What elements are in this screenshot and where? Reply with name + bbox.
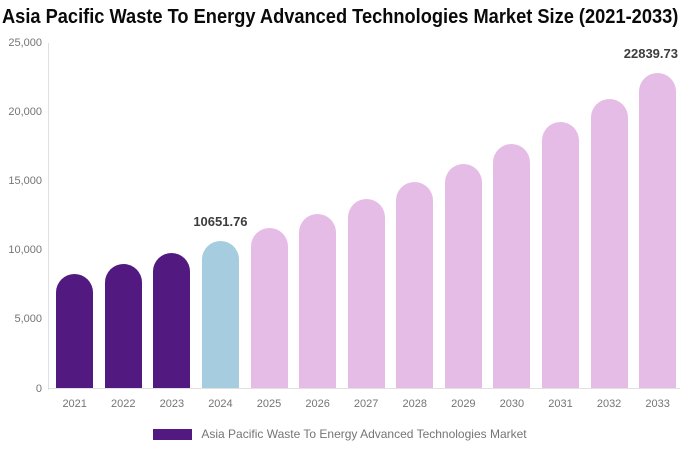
x-axis-label-2033: 2033 — [645, 398, 670, 410]
bar-2021[interactable] — [56, 274, 94, 389]
bar-2027[interactable] — [347, 198, 385, 389]
bar-value-label-2024: 10651.76 — [193, 214, 248, 230]
bar-2028[interactable] — [396, 181, 434, 389]
legend-label: Asia Pacific Waste To Energy Advanced Te… — [201, 427, 527, 441]
x-axis-label-2029: 2029 — [451, 398, 476, 410]
bar-2031[interactable] — [542, 122, 579, 389]
y-axis-tick-label: 20,000 — [8, 106, 42, 119]
x-axis-label-2032: 2032 — [596, 398, 622, 410]
bar-2032[interactable] — [590, 98, 628, 389]
x-axis-label-2030: 2030 — [499, 398, 525, 410]
chart-title: Asia Pacific Waste To Energy Advanced Te… — [2, 6, 679, 28]
y-axis-tick-label: 25,000 — [8, 37, 42, 49]
x-axis-label-2028: 2028 — [402, 398, 427, 410]
y-axis-tick-label: 5,000 — [14, 313, 42, 326]
bar-2024[interactable] — [201, 241, 239, 389]
x-axis-label-2023: 2023 — [159, 398, 185, 410]
y-axis-tick-label: 15,000 — [8, 175, 42, 188]
x-axis-label-2031: 2031 — [548, 398, 573, 410]
y-axis-tick-label: 0 — [35, 382, 42, 395]
bar-2023[interactable] — [153, 253, 191, 389]
x-axis-label-2026: 2026 — [305, 398, 330, 410]
x-axis-label-2022: 2022 — [111, 398, 136, 410]
y-axis-line — [48, 43, 49, 390]
bar-2026[interactable] — [299, 214, 337, 389]
bar-2022[interactable] — [104, 264, 142, 389]
x-axis-label-2021: 2021 — [62, 398, 87, 410]
legend[interactable]: Asia Pacific Waste To Energy Advanced Te… — [0, 425, 680, 443]
x-axis-label-2024: 2024 — [208, 398, 233, 410]
x-axis-label-2025: 2025 — [256, 398, 282, 410]
legend-swatch — [153, 428, 193, 440]
bar-2030[interactable] — [493, 143, 531, 389]
bar-2025[interactable] — [250, 228, 288, 389]
bar-value-label-2033: 22839.73 — [623, 45, 678, 61]
x-axis-label-2027: 2027 — [353, 398, 379, 410]
x-axis-line — [48, 388, 680, 389]
bar-2033[interactable] — [639, 72, 677, 389]
bar-2029[interactable] — [444, 163, 482, 389]
y-axis-tick-label: 10,000 — [8, 244, 42, 257]
